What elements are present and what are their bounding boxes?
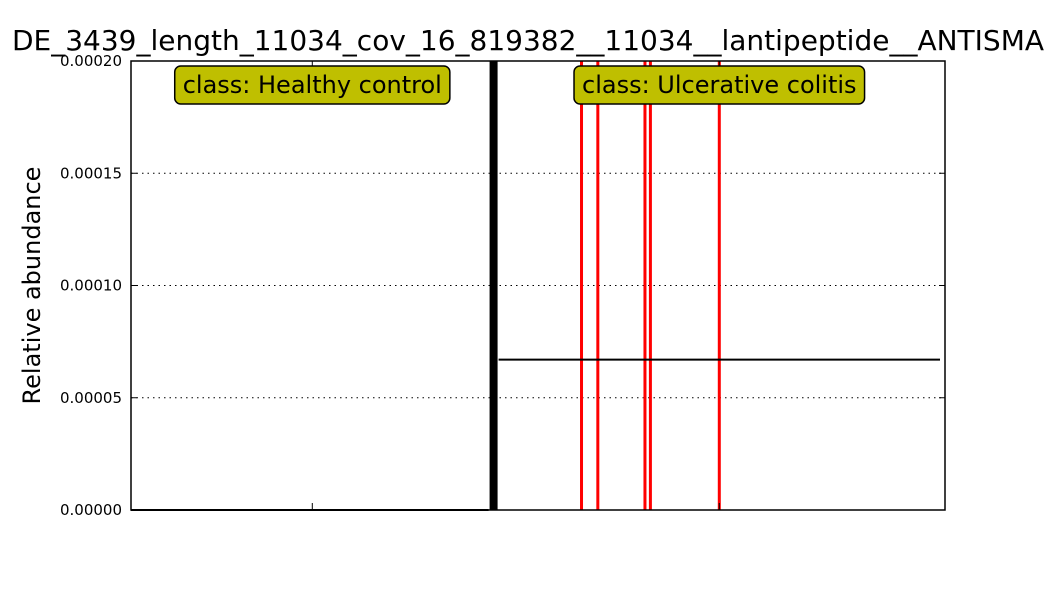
class-label-text: class: Ulcerative colitis — [582, 71, 857, 99]
class-label: class: Healthy control — [173, 65, 451, 105]
sample-bar — [596, 61, 600, 510]
sample-bar — [643, 61, 647, 510]
class-label-text: class: Healthy control — [183, 71, 442, 99]
y-tick-label: 0.00005 — [60, 389, 122, 407]
y-tick-label: 0.00010 — [60, 277, 122, 295]
chart-title: DE_3439_length_11034_cov_16_819382__1103… — [12, 24, 1044, 57]
grid-lines — [131, 60, 945, 399]
class-label-box — [573, 65, 866, 105]
sample-bar — [717, 61, 721, 510]
bars — [580, 61, 721, 510]
y-tick-label: 0.00020 — [60, 52, 122, 70]
y-tick-label: 0.00015 — [60, 164, 122, 182]
y-tick-label: 0.00000 — [60, 501, 122, 519]
class-separator — [489, 61, 498, 510]
class-label-box — [173, 65, 451, 105]
class-labels: class: Healthy control class: Ulcerative … — [173, 65, 866, 105]
class-label: class: Ulcerative colitis — [573, 65, 866, 105]
sample-bar — [648, 61, 652, 510]
sample-bar — [580, 61, 584, 510]
y-axis-label: Relative abundance — [18, 167, 46, 405]
y-ticks: 0.00000 0.00005 0.00010 0.00015 0.00020 — [60, 52, 945, 519]
